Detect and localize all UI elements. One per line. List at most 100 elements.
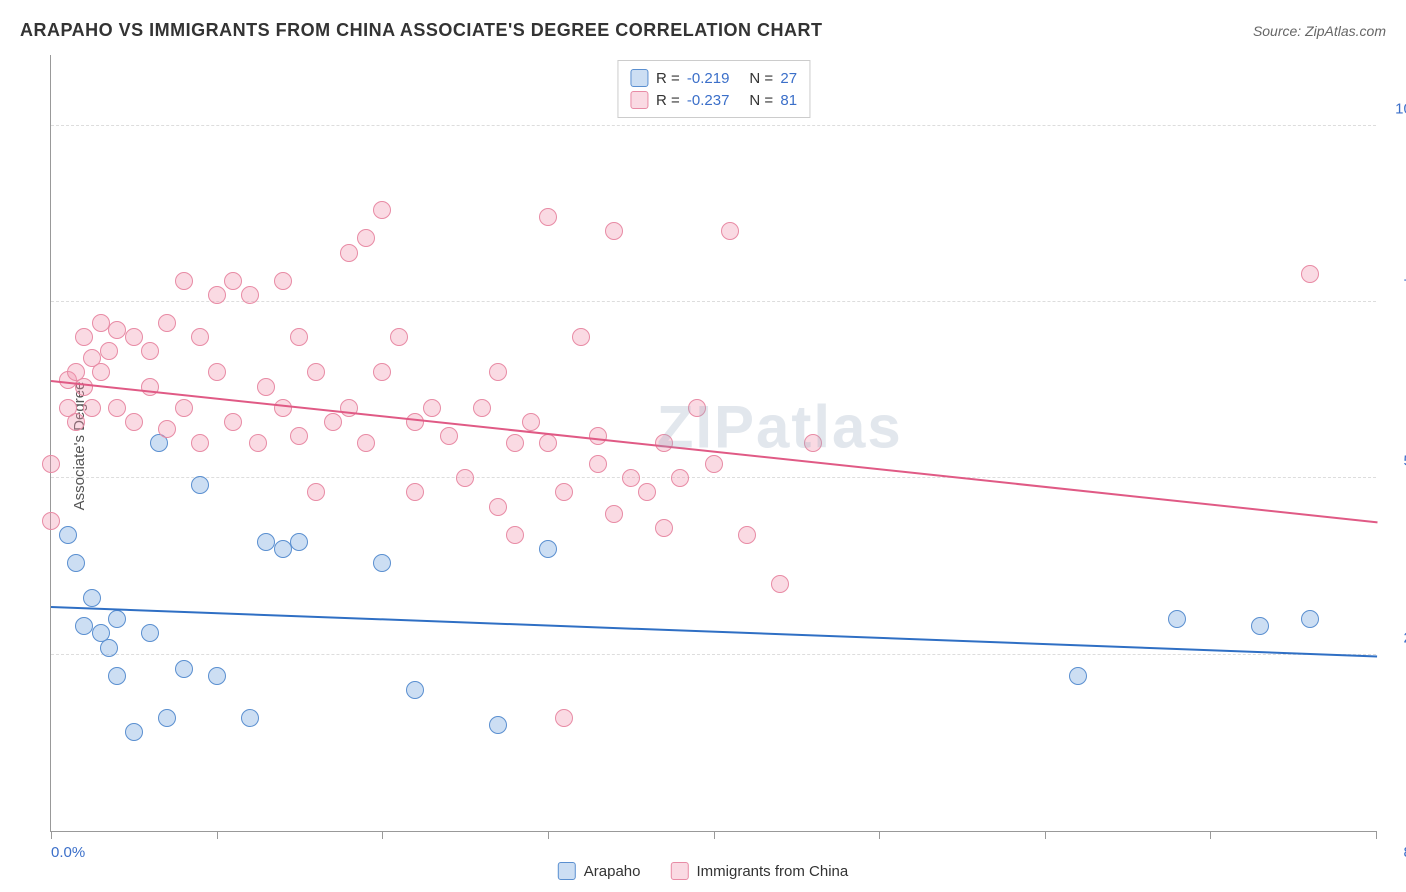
scatter-point [705,455,723,473]
scatter-point [1069,667,1087,685]
scatter-point [406,483,424,501]
scatter-point [158,420,176,438]
scatter-point [290,533,308,551]
scatter-point [208,667,226,685]
legend-swatch-icon [558,862,576,880]
scatter-point [622,469,640,487]
scatter-point [539,434,557,452]
scatter-point [108,610,126,628]
scatter-point [257,533,275,551]
x-tick-label: 0.0% [51,844,85,861]
legend-label: Arapaho [584,863,641,880]
scatter-point [1301,265,1319,283]
scatter-point [224,272,242,290]
scatter-point [191,328,209,346]
scatter-point [141,342,159,360]
scatter-point [423,399,441,417]
stats-r-label: R = -0.237 [656,92,729,109]
scatter-point [108,399,126,417]
scatter-point [373,363,391,381]
scatter-point [100,342,118,360]
scatter-point [655,434,673,452]
stats-legend-box: R = -0.219N = 27R = -0.237N = 81 [617,60,810,118]
scatter-point [340,244,358,262]
scatter-point [357,434,375,452]
scatter-point [83,589,101,607]
scatter-point [589,455,607,473]
scatter-point [274,272,292,290]
scatter-point [42,455,60,473]
scatter-point [92,314,110,332]
scatter-point [1168,610,1186,628]
scatter-point [125,328,143,346]
scatter-point [489,363,507,381]
scatter-point [1301,610,1319,628]
scatter-point [390,328,408,346]
scatter-point [67,554,85,572]
scatter-point [224,413,242,431]
scatter-point [688,399,706,417]
x-tick [879,831,880,839]
scatter-point [572,328,590,346]
scatter-point [241,286,259,304]
scatter-point [290,427,308,445]
scatter-point [738,526,756,544]
scatter-point [373,554,391,572]
x-tick [1045,831,1046,839]
scatter-point [605,505,623,523]
scatter-point [175,399,193,417]
scatter-point [108,321,126,339]
scatter-point [67,413,85,431]
scatter-point [473,399,491,417]
scatter-point [141,624,159,642]
scatter-point [804,434,822,452]
scatter-point [59,526,77,544]
scatter-point [489,498,507,516]
source-label: Source: ZipAtlas.com [1253,23,1386,39]
scatter-point [440,427,458,445]
scatter-point [721,222,739,240]
scatter-point [125,413,143,431]
scatter-point [42,512,60,530]
scatter-point [75,328,93,346]
scatter-point [1251,617,1269,635]
legend-swatch-icon [671,862,689,880]
legend-label: Immigrants from China [697,863,849,880]
scatter-point [506,434,524,452]
legend-item: Immigrants from China [671,862,849,880]
scatter-point [108,667,126,685]
scatter-point [555,709,573,727]
stats-n-label: N = 27 [749,70,797,87]
scatter-point [771,575,789,593]
scatter-point [241,709,259,727]
chart-title: ARAPAHO VS IMMIGRANTS FROM CHINA ASSOCIA… [20,20,822,41]
scatter-point [92,363,110,381]
y-tick-label: 25.0% [1386,629,1406,646]
scatter-point [655,519,673,537]
scatter-point [555,483,573,501]
scatter-point [456,469,474,487]
scatter-point [589,427,607,445]
legend-swatch-icon [630,69,648,87]
stats-row: R = -0.219 N = 27 [630,67,797,89]
stats-r-label: R = -0.219 [656,70,729,87]
scatter-point [208,363,226,381]
bottom-legend: Arapaho Immigrants from China [558,862,848,880]
scatter-point [324,413,342,431]
x-tick [217,831,218,839]
scatter-point [605,222,623,240]
x-tick [51,831,52,839]
y-tick-label: 75.0% [1386,276,1406,293]
scatter-point [100,639,118,657]
scatter-point [191,476,209,494]
scatter-point [125,723,143,741]
scatter-point [83,399,101,417]
scatter-point [638,483,656,501]
legend-item: Arapaho [558,862,641,880]
scatter-point [75,617,93,635]
scatter-point [257,378,275,396]
gridline-horizontal [51,477,1376,478]
scatter-point [506,526,524,544]
x-tick [1376,831,1377,839]
chart-plot-area: 25.0%50.0%75.0%100.0%0.0%80.0% ZIPatlas … [50,55,1376,832]
